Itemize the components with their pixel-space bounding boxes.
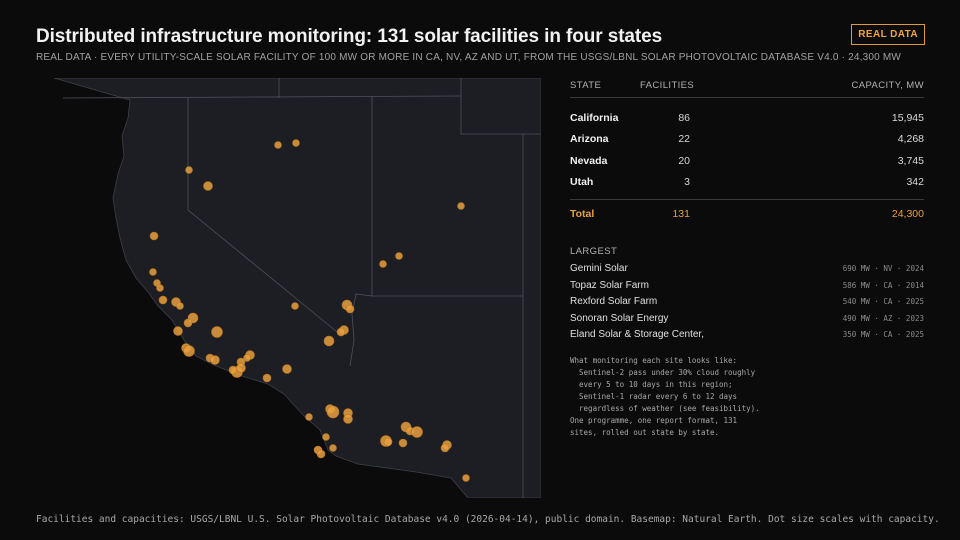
facility-dot — [243, 354, 251, 362]
source-footer: Facilities and capacities: USGS/LBNL U.S… — [36, 514, 940, 525]
facility-dot — [149, 231, 159, 241]
col-capacity-header: CAPACITY, MW — [851, 80, 924, 91]
facility-dot — [274, 141, 282, 149]
facility-name: Eland Solar & Storage Center, — [570, 329, 704, 341]
facility-dot — [183, 318, 193, 328]
facility-dot — [156, 284, 164, 292]
facility-dot — [343, 414, 353, 424]
state-name: Arizona — [570, 133, 609, 146]
facility-dot — [210, 355, 220, 365]
total-capacity: 24,300 — [891, 208, 924, 220]
col-state-header: STATE — [570, 80, 602, 91]
facility-dot — [305, 413, 313, 421]
facility-dot — [211, 326, 223, 338]
facility-dot — [383, 437, 393, 447]
list-item: Topaz Solar Farm 586 MW · CA · 2014 — [570, 278, 924, 294]
facility-dot — [326, 405, 340, 419]
facility-dot — [291, 302, 299, 310]
facility-map — [36, 78, 541, 498]
facility-dot — [322, 433, 330, 441]
facility-count: 20 — [678, 154, 690, 167]
page-title: Distributed infrastructure monitoring: 1… — [36, 26, 663, 47]
facility-dot — [323, 335, 335, 347]
total-row: Total 131 24,300 — [570, 208, 924, 220]
total-facilities: 131 — [672, 208, 690, 220]
facility-dot — [236, 363, 246, 373]
state-borders — [62, 78, 541, 498]
table-row: Arizona 22 4,268 — [570, 129, 924, 151]
facility-count: 3 — [684, 176, 690, 189]
facility-dot — [173, 326, 183, 336]
facility-dot — [185, 166, 193, 174]
table-row: California 86 15,945 — [570, 107, 924, 129]
facility-dot — [183, 345, 195, 357]
facility-meta: 586 MW · CA · 2014 — [842, 280, 924, 290]
land-mass — [53, 78, 541, 498]
facility-dot — [176, 302, 184, 310]
largest-heading: LARGEST — [570, 246, 618, 257]
facility-dot — [329, 444, 337, 452]
facility-dot — [336, 327, 346, 337]
facility-meta: 490 MW · AZ · 2023 — [842, 313, 924, 323]
facility-dot — [292, 139, 300, 147]
facility-dot — [262, 373, 272, 383]
facility-dot — [203, 181, 213, 191]
page-subtitle: REAL DATA · EVERY UTILITY-SCALE SOLAR FA… — [36, 52, 902, 63]
facility-dot — [411, 426, 423, 438]
facility-count: 86 — [678, 111, 690, 124]
facility-meta: 540 MW · CA · 2025 — [842, 297, 924, 307]
largest-list: Gemini Solar 690 MW · NV · 2024 Topaz So… — [570, 261, 924, 343]
capacity-value: 15,945 — [891, 111, 924, 124]
state-name: Utah — [570, 176, 594, 189]
table-row: Nevada 20 3,745 — [570, 150, 924, 172]
table-body: California 86 15,945 Arizona 22 4,268 Ne… — [570, 98, 924, 200]
facility-dot — [379, 260, 387, 268]
table-row: Utah 3 342 — [570, 172, 924, 194]
facility-name: Sonoran Solar Energy — [570, 312, 669, 324]
real-data-badge: REAL DATA — [851, 24, 925, 45]
table-header: STATE FACILITIES CAPACITY, MW — [570, 80, 924, 98]
list-item: Rexford Solar Farm 540 MW · CA · 2025 — [570, 294, 924, 310]
facility-meta: 350 MW · CA · 2025 — [842, 330, 924, 340]
facility-dot — [440, 443, 450, 453]
facility-dot — [282, 364, 292, 374]
list-item: Eland Solar & Storage Center, 350 MW · C… — [570, 327, 924, 343]
facility-dot — [398, 438, 408, 448]
facility-dot — [158, 295, 168, 305]
total-label: Total — [570, 208, 595, 220]
capacity-value: 3,745 — [897, 154, 924, 167]
summary-panel: STATE FACILITIES CAPACITY, MW California… — [570, 80, 924, 439]
facility-name: Rexford Solar Farm — [570, 296, 658, 308]
facility-meta: 690 MW · NV · 2024 — [842, 264, 924, 274]
state-name: Nevada — [570, 154, 608, 167]
facility-dot — [462, 474, 470, 482]
list-item: Gemini Solar 690 MW · NV · 2024 — [570, 261, 924, 277]
col-facilities-header: FACILITIES — [640, 80, 695, 91]
facility-name: Gemini Solar — [570, 263, 628, 275]
capacity-value: 4,268 — [897, 133, 924, 146]
facility-dot — [457, 202, 465, 210]
facility-name: Topaz Solar Farm — [570, 279, 649, 291]
facility-dot — [149, 268, 157, 276]
monitoring-note: What monitoring each site looks like: Se… — [570, 355, 760, 437]
list-item: Sonoran Solar Energy 490 MW · AZ · 2023 — [570, 311, 924, 327]
state-name: California — [570, 111, 619, 124]
facility-dot — [345, 304, 355, 314]
facility-dot — [316, 449, 326, 459]
capacity-value: 342 — [906, 176, 924, 189]
facility-dot — [395, 252, 403, 260]
facility-count: 22 — [678, 133, 690, 146]
facility-dot — [228, 365, 238, 375]
facility-dots — [149, 139, 470, 482]
